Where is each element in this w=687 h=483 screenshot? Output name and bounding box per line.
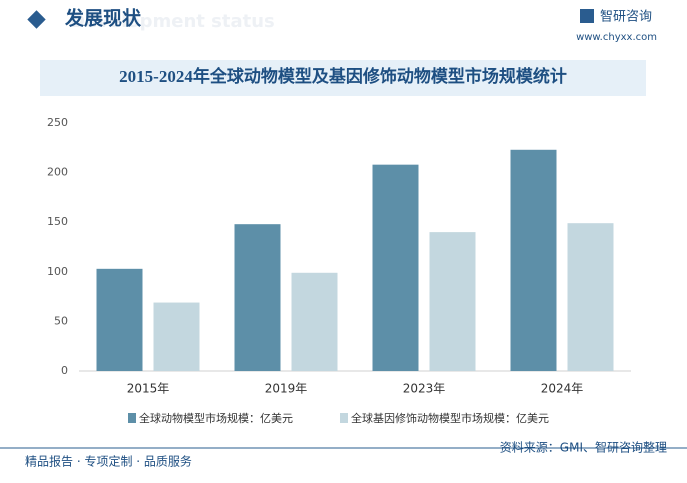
- y-tick-label: 0: [61, 364, 68, 377]
- header-title: 发展现状: [64, 6, 142, 29]
- bar: [567, 223, 614, 371]
- bar: [510, 149, 557, 371]
- legend-swatch: [128, 413, 136, 423]
- x-tick-label: 2023年: [403, 382, 446, 396]
- footer-text: 精品报告 · 专项定制 · 品质服务: [25, 454, 192, 469]
- header-icon: [27, 10, 46, 29]
- source-text: 资料来源：GMI、智研咨询整理: [500, 440, 667, 455]
- brand-name: 智研咨询: [600, 10, 652, 25]
- bar: [372, 164, 419, 371]
- legend-label: 全球基因修饰动物模型市场规模：亿美元: [351, 411, 549, 425]
- brand-logo: [580, 9, 594, 23]
- y-tick-label: 200: [47, 166, 68, 179]
- legend-label: 全球动物模型市场规模：亿美元: [139, 411, 293, 425]
- y-tick-label: 50: [54, 314, 68, 327]
- x-tick-label: 2019年: [265, 382, 308, 396]
- x-tick-label: 2015年: [127, 382, 170, 396]
- header-background-text: Development status: [70, 11, 275, 32]
- brand-website: www.chyxx.com: [576, 32, 657, 43]
- title-band: [40, 60, 646, 96]
- x-tick-label: 2024年: [541, 382, 584, 396]
- bar: [291, 272, 338, 371]
- y-tick-label: 150: [47, 215, 68, 228]
- bar: [153, 302, 200, 371]
- bar: [234, 224, 281, 371]
- y-tick-label: 100: [47, 265, 68, 278]
- bar: [429, 232, 476, 371]
- y-tick-label: 250: [47, 116, 68, 129]
- chart-title: 2015-2024年全球动物模型及基因修饰动物模型市场规模统计: [119, 66, 567, 86]
- legend-swatch: [340, 413, 348, 423]
- bar: [96, 268, 143, 371]
